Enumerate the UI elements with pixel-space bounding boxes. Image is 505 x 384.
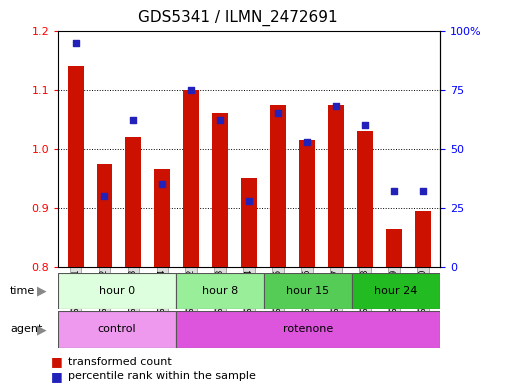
Text: hour 15: hour 15 <box>286 286 329 296</box>
Point <box>274 110 282 116</box>
Text: time: time <box>10 286 35 296</box>
Text: hour 0: hour 0 <box>98 286 135 296</box>
Bar <box>183 90 199 267</box>
Text: percentile rank within the sample: percentile rank within the sample <box>68 371 256 381</box>
Point <box>216 118 224 124</box>
Point <box>245 198 253 204</box>
Point <box>389 188 397 194</box>
Bar <box>125 137 141 267</box>
Bar <box>385 228 401 267</box>
Bar <box>175 311 439 348</box>
Bar <box>264 273 351 309</box>
Point <box>129 118 137 124</box>
Bar <box>414 211 430 267</box>
Bar <box>241 178 257 267</box>
Point <box>418 188 426 194</box>
Text: agent: agent <box>10 324 42 334</box>
Point <box>331 103 339 109</box>
Bar <box>327 104 343 267</box>
Text: transformed count: transformed count <box>68 357 172 367</box>
Text: rotenone: rotenone <box>282 324 332 334</box>
Bar <box>351 273 439 309</box>
Text: ■: ■ <box>50 370 62 383</box>
Bar <box>58 311 175 348</box>
Text: control: control <box>97 324 136 334</box>
Bar <box>357 131 372 267</box>
Text: ▶: ▶ <box>37 285 47 298</box>
Bar <box>154 169 170 267</box>
Bar <box>298 140 315 267</box>
Point <box>360 122 368 128</box>
Bar <box>96 164 112 267</box>
Point <box>71 40 79 46</box>
Text: hour 24: hour 24 <box>374 286 417 296</box>
Bar <box>175 273 264 309</box>
Text: GDS5341 / ILMN_2472691: GDS5341 / ILMN_2472691 <box>138 10 337 26</box>
Point <box>100 193 109 199</box>
Bar <box>270 104 285 267</box>
Point <box>302 139 311 145</box>
Text: hour 8: hour 8 <box>201 286 237 296</box>
Bar <box>212 113 228 267</box>
Bar <box>58 273 175 309</box>
Text: ▶: ▶ <box>37 323 47 336</box>
Point <box>158 181 166 187</box>
Text: ■: ■ <box>50 355 62 368</box>
Bar <box>68 66 83 267</box>
Point <box>187 87 195 93</box>
